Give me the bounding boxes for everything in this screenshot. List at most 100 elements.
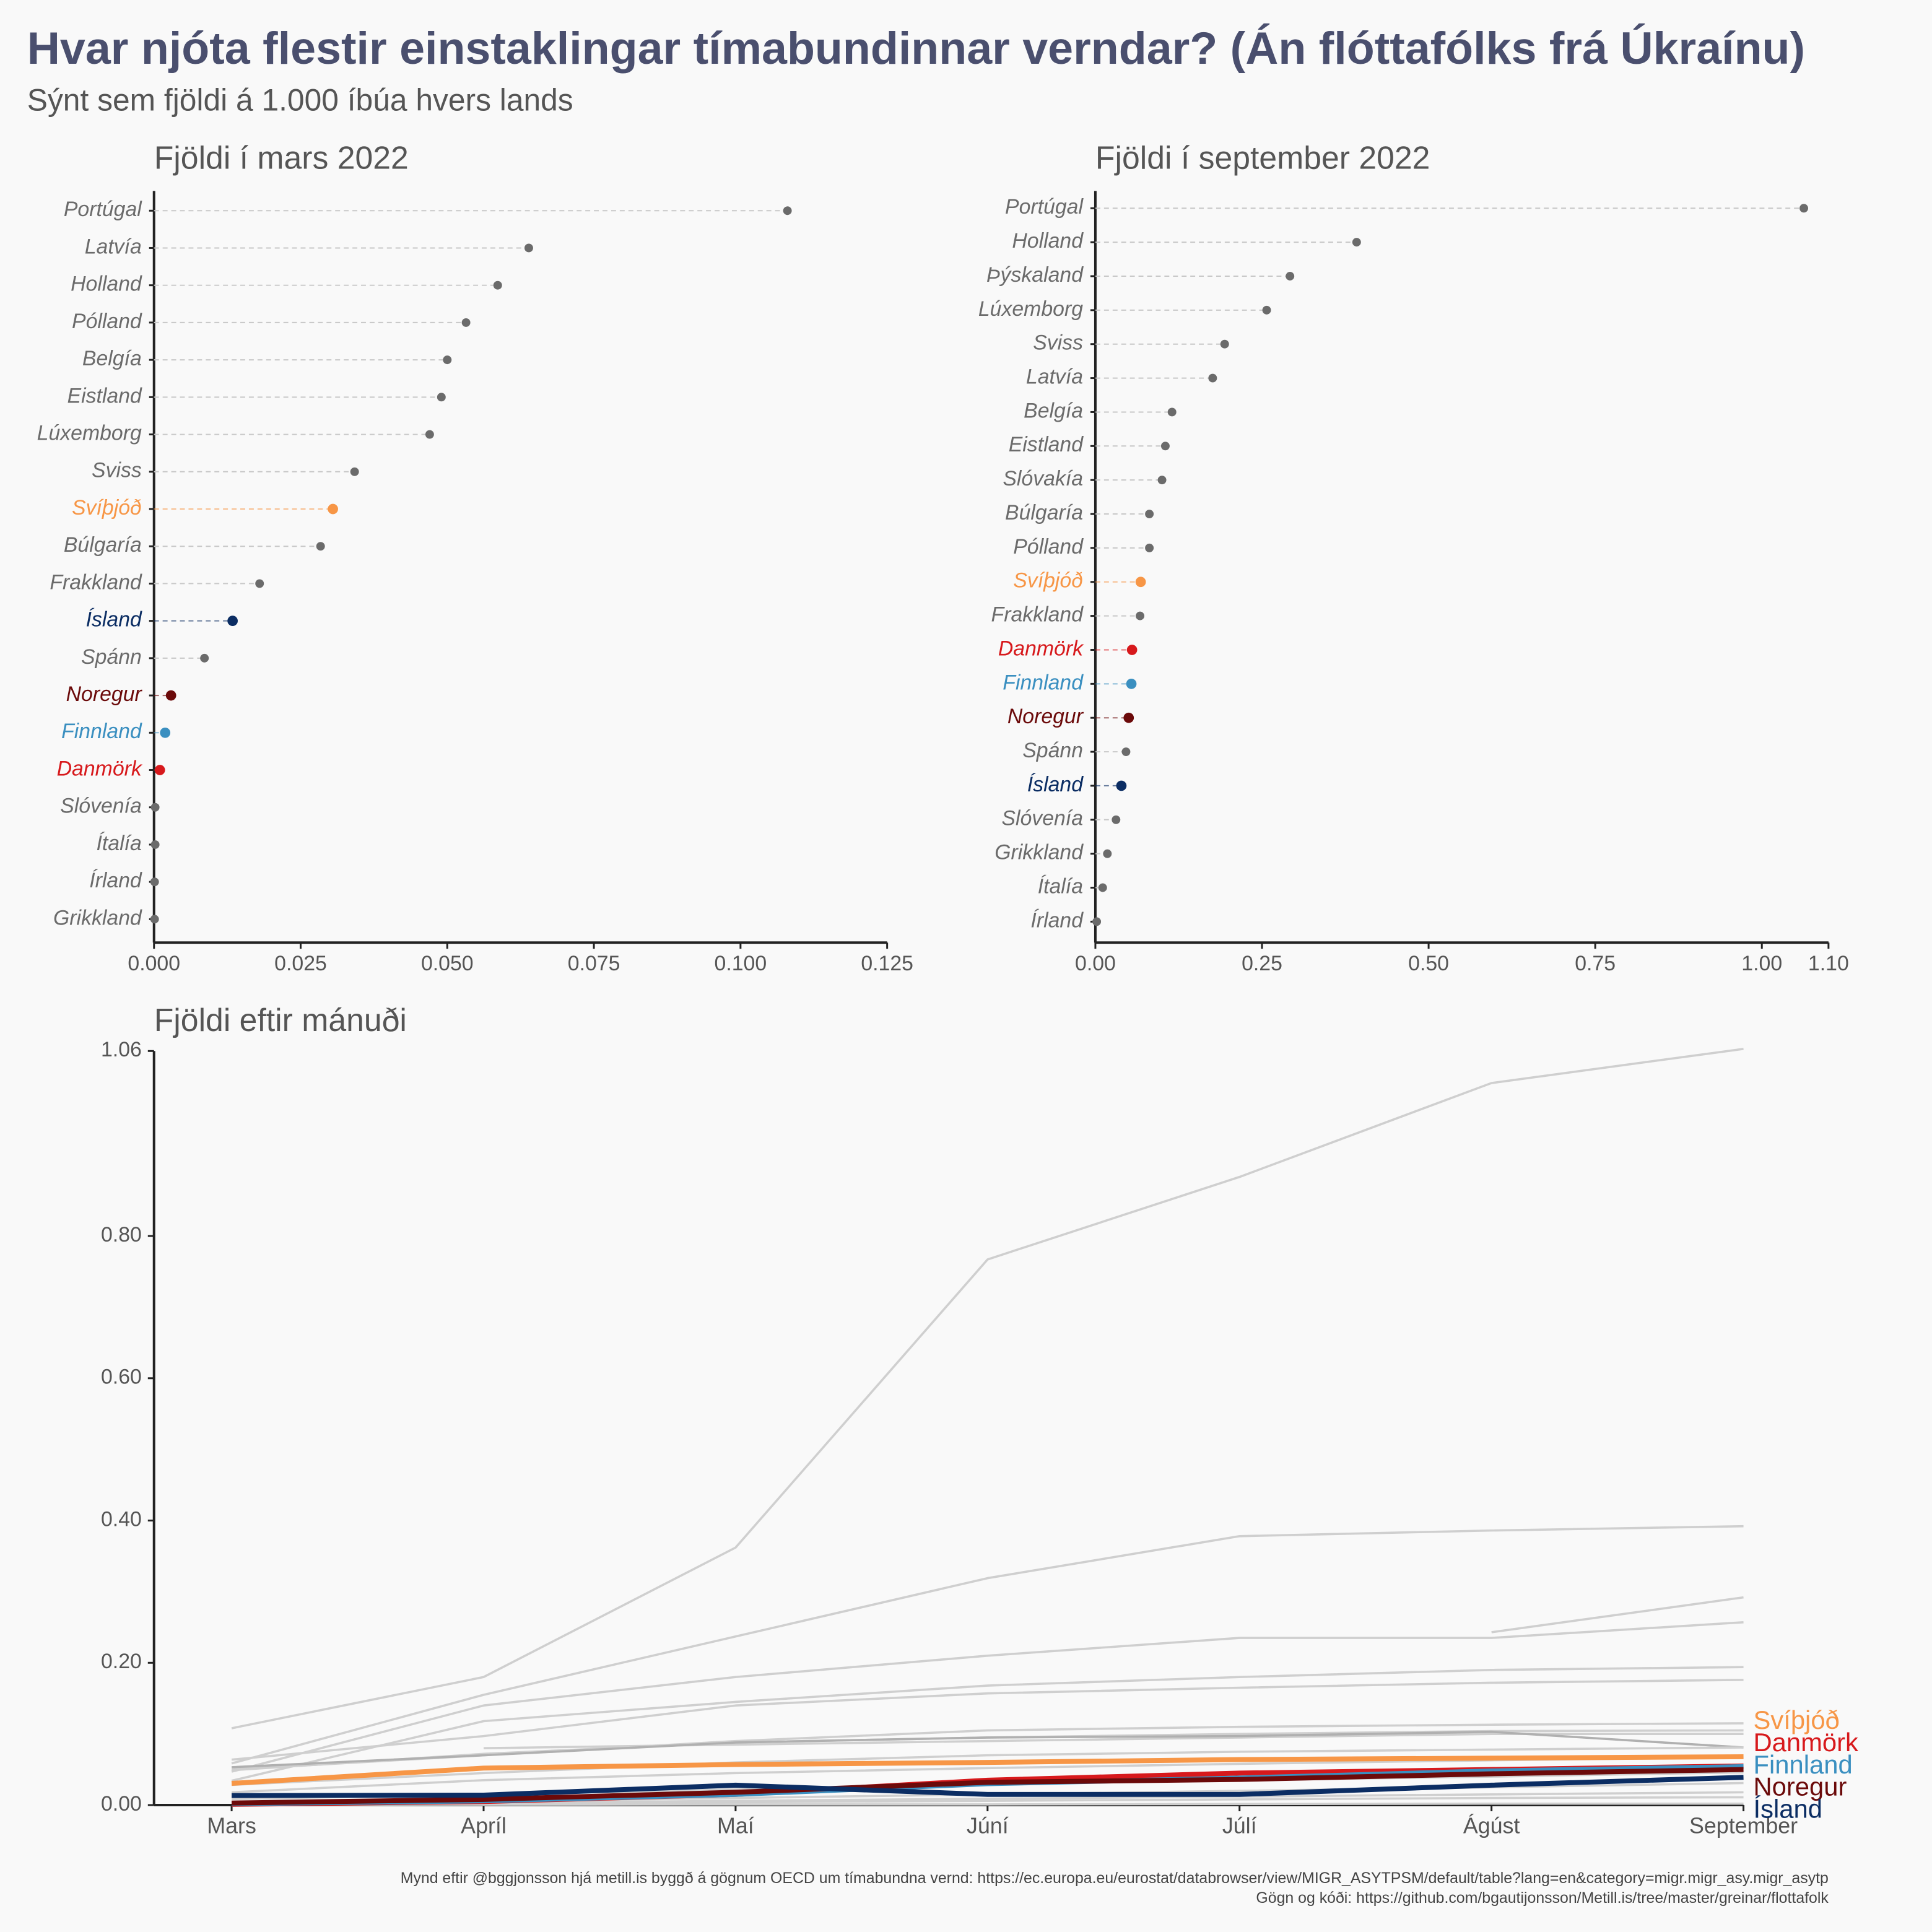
y-tick-label: 1.06 bbox=[101, 1038, 142, 1061]
x-tick-label: 0.000 bbox=[128, 952, 180, 975]
category-label: Finnland bbox=[1003, 671, 1084, 694]
x-tick-label: September bbox=[1689, 1813, 1798, 1838]
category-label: Slóvenía bbox=[60, 794, 142, 818]
dot bbox=[783, 206, 792, 215]
dot bbox=[1126, 645, 1138, 655]
y-tick-label: 0.60 bbox=[101, 1365, 142, 1389]
dot bbox=[1121, 747, 1131, 757]
category-label: Frakkland bbox=[50, 570, 142, 594]
category-label: Svíþjóð bbox=[72, 496, 142, 520]
category-label: Spánn bbox=[1022, 739, 1083, 762]
dot bbox=[1208, 373, 1217, 383]
dot bbox=[255, 579, 264, 588]
dot bbox=[425, 430, 434, 439]
series-line bbox=[231, 1754, 1744, 1786]
series-label: Ísland bbox=[1753, 1795, 1822, 1824]
series-line bbox=[231, 1746, 1744, 1786]
dot bbox=[1145, 543, 1154, 552]
dot bbox=[154, 765, 165, 775]
dot bbox=[328, 503, 338, 515]
dot bbox=[350, 467, 359, 476]
category-label: Latvía bbox=[85, 235, 142, 258]
category-label: Írland bbox=[89, 869, 142, 892]
category-label: Portúgal bbox=[1005, 195, 1084, 219]
series-label: Noregur bbox=[1753, 1772, 1847, 1801]
dot bbox=[150, 915, 159, 924]
category-label: Grikkland bbox=[994, 841, 1084, 864]
dot bbox=[316, 542, 325, 551]
category-label: Holland bbox=[1012, 229, 1084, 253]
dot bbox=[1167, 407, 1177, 417]
y-tick-label: 0.80 bbox=[101, 1223, 142, 1247]
category-label: Svíþjóð bbox=[1013, 569, 1083, 593]
x-tick-label: 0.50 bbox=[1408, 952, 1449, 975]
series-label: Danmörk bbox=[1753, 1728, 1858, 1757]
dot bbox=[1352, 238, 1361, 247]
category-label: Latvía bbox=[1026, 365, 1083, 389]
dot bbox=[1116, 780, 1127, 791]
category-label: Ísland bbox=[1027, 773, 1084, 796]
series-line bbox=[232, 1767, 1744, 1806]
dot bbox=[160, 727, 171, 738]
dot bbox=[437, 393, 446, 402]
category-label: Slóvakía bbox=[1003, 467, 1083, 490]
category-label: Danmörk bbox=[57, 757, 143, 780]
category-label: Írland bbox=[1030, 908, 1084, 932]
series-line bbox=[231, 1621, 1744, 1773]
category-label: Noregur bbox=[1007, 705, 1084, 728]
dot bbox=[1220, 339, 1229, 349]
dot bbox=[150, 840, 160, 849]
category-label: Lúxemborg bbox=[978, 297, 1083, 321]
dot bbox=[227, 616, 238, 627]
category-label: Danmörk bbox=[998, 637, 1084, 660]
category-label: Frakkland bbox=[991, 603, 1084, 627]
category-label: Spánn bbox=[81, 645, 142, 669]
dot bbox=[1123, 712, 1134, 723]
dot bbox=[1098, 883, 1107, 892]
category-label: Portúgal bbox=[64, 198, 142, 221]
category-label: Ítalía bbox=[97, 832, 142, 855]
x-tick-label: Mars bbox=[207, 1813, 256, 1838]
dot bbox=[1145, 510, 1154, 518]
category-label: Belgía bbox=[82, 347, 142, 370]
series-line bbox=[231, 1525, 1744, 1765]
dot bbox=[524, 243, 533, 253]
x-tick-label: Apríl bbox=[461, 1813, 507, 1838]
category-label: Eistland bbox=[1009, 433, 1084, 456]
dot bbox=[1092, 917, 1102, 926]
series-label: Finnland bbox=[1753, 1750, 1852, 1779]
y-tick-label: 0.20 bbox=[101, 1650, 142, 1673]
category-label: Pólland bbox=[1013, 535, 1084, 559]
dot bbox=[1262, 305, 1271, 315]
dot bbox=[1160, 442, 1170, 451]
x-tick-label: 1.10 bbox=[1808, 952, 1849, 975]
series-line bbox=[232, 1802, 1744, 1806]
category-label: Þýskaland bbox=[986, 263, 1084, 287]
y-tick-label: 0.40 bbox=[101, 1507, 142, 1531]
series-line bbox=[231, 1730, 1744, 1769]
category-label: Finnland bbox=[61, 720, 142, 743]
dot bbox=[443, 355, 452, 365]
series-line bbox=[231, 1666, 1744, 1782]
dot bbox=[150, 877, 159, 887]
panel-title: Fjöldi í mars 2022 bbox=[154, 139, 409, 175]
page-title: Hvar njóta flestir einstaklingar tímabun… bbox=[27, 22, 1805, 74]
dot bbox=[1286, 272, 1295, 281]
category-label: Belgía bbox=[1024, 399, 1083, 422]
category-label: Holland bbox=[71, 272, 142, 296]
dot bbox=[200, 653, 209, 663]
x-tick-label: Ágúst bbox=[1463, 1813, 1520, 1838]
y-tick-label: 0.00 bbox=[101, 1792, 142, 1816]
dot bbox=[1136, 611, 1145, 620]
dot bbox=[493, 281, 502, 290]
caption: Mynd eftir @bggjonsson hjá metill.is byg… bbox=[401, 1869, 1829, 1887]
category-label: Pólland bbox=[72, 310, 142, 333]
series-line bbox=[232, 1775, 1744, 1798]
category-label: Ítalía bbox=[1038, 874, 1083, 898]
series-label: Svíþjóð bbox=[1753, 1705, 1839, 1734]
page-subtitle: Sýnt sem fjöldi á 1.000 íbúa hvers lands bbox=[27, 82, 573, 117]
caption: Gögn og kóði: https://github.com/bgautij… bbox=[1256, 1889, 1829, 1907]
x-tick-label: 0.00 bbox=[1075, 952, 1116, 975]
x-tick-label: Júlí bbox=[1222, 1813, 1257, 1838]
